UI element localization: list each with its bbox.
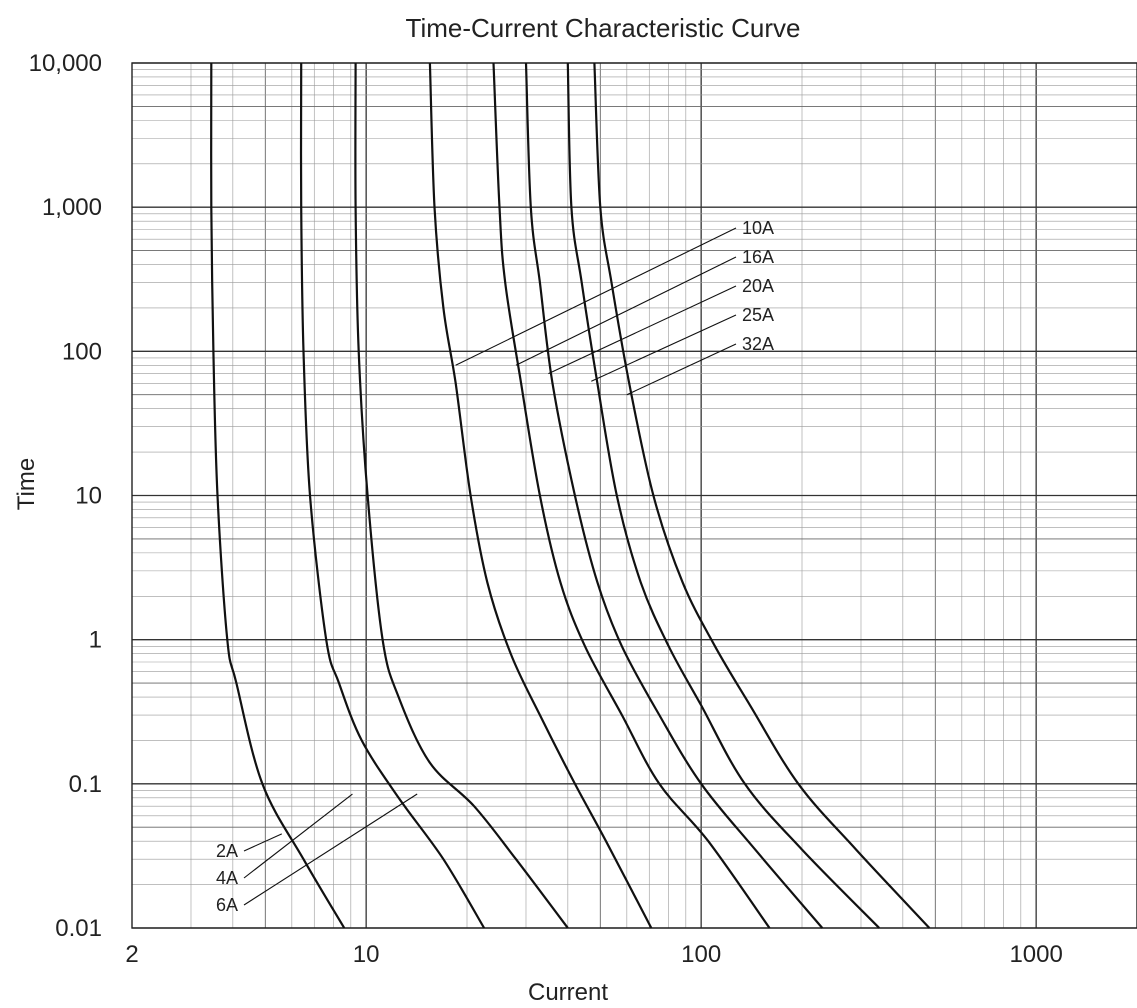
leader-line: [243, 833, 283, 852]
x-tick-label: 100: [681, 941, 721, 968]
curve-label-16a: 16A: [742, 247, 774, 267]
curve-label-32a: 32A: [742, 334, 774, 354]
curve-label-10a: 10A: [742, 218, 774, 238]
curve-label-2a: 2A: [216, 841, 238, 861]
curve-4a: [299, 62, 486, 929]
curve-callouts: 10A 16A 20A 25A 32A 2A 4A 6A: [216, 218, 774, 915]
x-tick-label: 1000: [1009, 941, 1062, 968]
x-tick-label: 10: [353, 941, 380, 968]
leader-line: [626, 343, 737, 396]
x-axis-label: Current: [528, 979, 608, 1006]
curves: [210, 62, 931, 929]
leader-line: [591, 314, 737, 382]
x-tick-label: 2: [125, 941, 138, 968]
grid: [131, 62, 1137, 929]
curve-6a: [354, 62, 569, 929]
curve-2a: [210, 62, 346, 929]
curve-16a: [492, 62, 771, 929]
y-tick-label: 0.01: [55, 915, 102, 942]
curve-10a: [428, 62, 653, 929]
leader-line: [515, 256, 737, 366]
y-tick-label: 1,000: [42, 194, 102, 221]
curve-25a: [566, 62, 880, 929]
chart-title: Time-Current Characteristic Curve: [406, 13, 801, 43]
y-tick-label: 10: [75, 483, 102, 510]
curve-label-25a: 25A: [742, 305, 774, 325]
y-tick-label: 0.1: [69, 771, 102, 798]
leader-line: [548, 285, 737, 375]
plot-frame: [131, 62, 1137, 929]
y-tick-label: 10,000: [29, 50, 102, 77]
curve-label-4a: 4A: [216, 868, 238, 888]
curve-label-20a: 20A: [742, 276, 774, 296]
leader-line: [243, 793, 418, 906]
y-tick-label: 1: [89, 627, 102, 654]
y-axis-label: Time: [13, 458, 40, 510]
y-tick-labels: 0.01 0.1 1 10 100 1,000 10,000: [29, 50, 102, 942]
y-tick-label: 100: [62, 338, 102, 365]
curve-20a: [524, 62, 824, 929]
leader-line: [455, 227, 737, 366]
x-tick-labels: 2 10 100 1000: [125, 941, 1063, 968]
curve-32a: [593, 62, 931, 929]
curve-label-6a: 6A: [216, 895, 238, 915]
leader-line: [243, 793, 353, 879]
